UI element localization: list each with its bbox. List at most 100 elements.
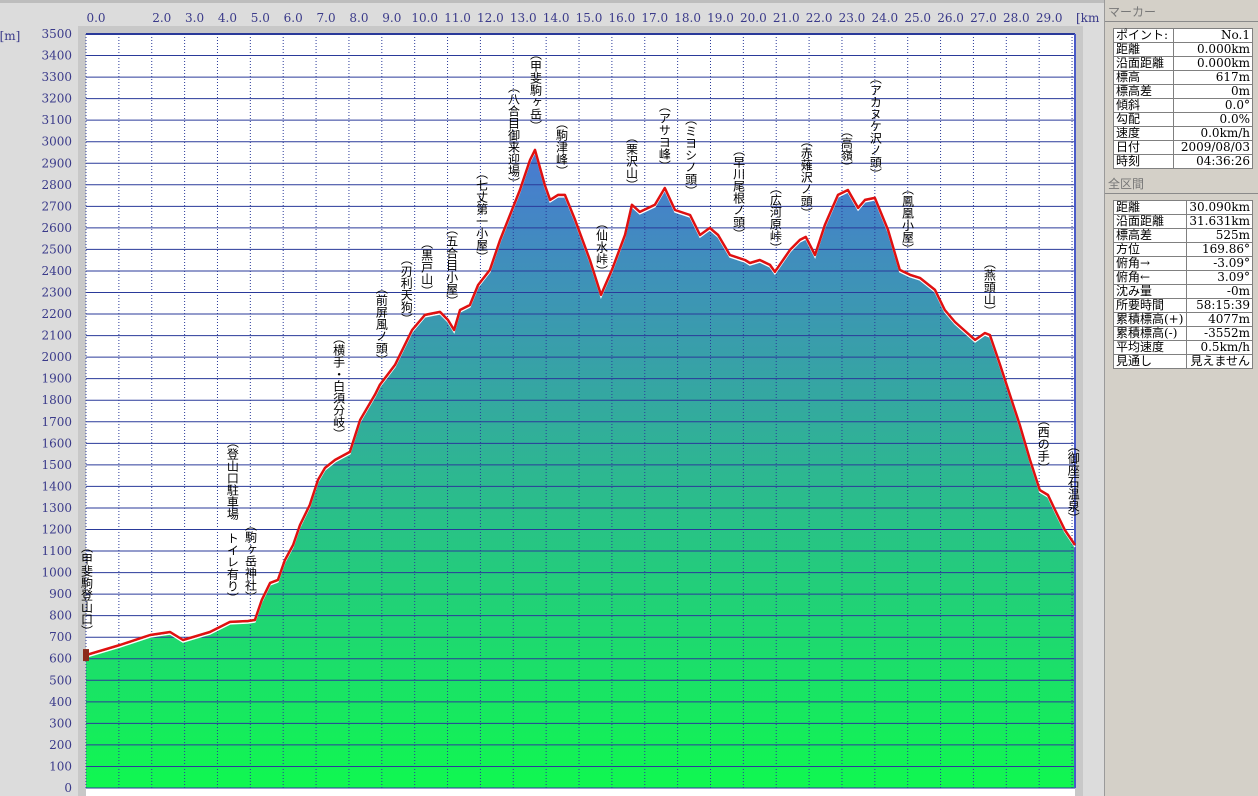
y-tick-label: 100: [49, 759, 72, 773]
y-tick-label: 200: [49, 738, 72, 752]
info-row: 標高差 0m: [1112, 84, 1253, 99]
info-value: No.1: [1173, 28, 1253, 43]
info-label: 勾配: [1112, 112, 1175, 127]
info-value: 0.000km: [1173, 42, 1253, 57]
waypoint-label: （赤薙沢ノ頭）: [799, 134, 814, 219]
waypoint-label: （鳳凰小屋）: [900, 183, 915, 256]
info-value: 0.000km: [1173, 56, 1253, 71]
info-label: 標高差: [1113, 228, 1187, 243]
y-tick-label: 2100: [41, 329, 72, 343]
hiker-marker-icon: [83, 649, 89, 662]
x-tick-label: 3.0: [185, 11, 204, 25]
waypoint-label: （広河原峠）: [768, 181, 783, 254]
info-label: 時刻: [1112, 154, 1175, 169]
marker-section-title: マーカー: [1105, 3, 1258, 22]
info-value: 617m: [1173, 70, 1253, 85]
waypoint-label: （前屏風ノ頭）: [374, 281, 389, 366]
info-row: 日付 2009/08/03: [1112, 140, 1253, 155]
info-row: 沈み量 -0m: [1113, 284, 1254, 299]
info-label: 傾斜: [1112, 98, 1175, 113]
y-tick-label: 3400: [41, 49, 72, 63]
y-tick-label: 700: [49, 630, 72, 644]
info-value: 0.0%: [1173, 112, 1253, 127]
info-row: 距離 0.000km: [1112, 42, 1253, 57]
x-tick-label: 18.0: [674, 11, 701, 25]
info-row: 傾斜 0.0°: [1112, 98, 1253, 113]
y-tick-label: 2400: [41, 264, 72, 278]
info-row: 沿面距離 31.631km: [1113, 214, 1254, 229]
info-row: ポイント: No.1: [1112, 28, 1253, 43]
info-label: 方位: [1113, 242, 1187, 257]
total-info-table: 距離 30.090km 沿面距離 31.631km 標高差 525m 方位 169.86° 俯角…: [1113, 200, 1254, 369]
info-row: 累積標高(-) -3552m: [1113, 326, 1254, 341]
info-label: 所要時間: [1113, 298, 1187, 313]
y-tick-label: 3500: [41, 27, 72, 41]
info-row: 標高 617m: [1112, 70, 1253, 85]
x-tick-label: 0.0: [86, 11, 105, 25]
info-value: 30.090km: [1185, 200, 1254, 215]
info-label: 俯角→: [1113, 256, 1187, 271]
x-tick-label: 29.0: [1036, 11, 1063, 25]
y-tick-label: 2300: [41, 286, 72, 300]
y-tick-label: 1400: [41, 479, 72, 493]
info-value: 525m: [1185, 228, 1254, 243]
waypoint-label: （八合目御来迎場）: [506, 81, 521, 190]
elevation-profile-chart[interactable]: 3500340033003200310030002900280027002600…: [0, 0, 1100, 796]
waypoint-label: （刃利天狗）: [399, 252, 414, 325]
y-tick-label: 2200: [41, 307, 72, 321]
y-tick-label: 400: [49, 695, 72, 709]
info-value: 2009/08/03: [1173, 140, 1253, 155]
info-row: 方位 169.86°: [1113, 242, 1254, 257]
info-value: 169.86°: [1185, 242, 1254, 257]
waypoint-label: （高嶺）: [839, 124, 854, 173]
info-value: -3552m: [1185, 326, 1254, 341]
waypoint-label: （甲斐駒ヶ岳）: [528, 47, 543, 132]
y-tick-label: 1600: [41, 436, 72, 450]
info-row: 沿面距離 0.000km: [1112, 56, 1253, 71]
waypoint-label: （五合目小屋）: [444, 223, 459, 308]
info-row: 俯角← 3.09°: [1113, 270, 1254, 285]
y-axis-unit: [m]: [0, 29, 20, 43]
info-label: 見通し: [1113, 354, 1187, 369]
y-tick-label: 2600: [41, 221, 72, 235]
x-tick-label: 14.0: [543, 11, 570, 25]
waypoint-label: （御座石温泉）: [1066, 439, 1081, 524]
info-label: 沿面距離: [1112, 56, 1175, 71]
y-tick-label: 3100: [41, 113, 72, 127]
info-label: 累積標高(+): [1113, 312, 1187, 327]
y-tick-label: 500: [49, 673, 72, 687]
info-label: 速度: [1112, 126, 1175, 141]
y-tick-label: 3000: [41, 135, 72, 149]
waypoint-label: （登山口駐車場 トイレ有り）: [225, 435, 240, 604]
elevation-area: [86, 149, 1075, 788]
waypoint-label: （仙水峠）: [594, 216, 609, 277]
profile-line: [85, 148, 1077, 657]
waypoint-label: （七丈第一小屋）: [474, 167, 489, 264]
y-tick-label: 2800: [41, 178, 72, 192]
x-tick-label: 27.0: [970, 11, 997, 25]
x-tick-label: 13.0: [510, 11, 537, 25]
info-label: 標高差: [1112, 84, 1175, 99]
y-tick-label: 1500: [41, 458, 72, 472]
info-row: 俯角→ -3.09°: [1113, 256, 1254, 271]
y-tick-label: 300: [49, 716, 72, 730]
window-top-edge: [0, 0, 1258, 3]
waypoint-label: （駒ヶ岳神社）: [243, 518, 258, 603]
total-section-title: 全区間: [1105, 175, 1258, 194]
waypoint-label: （黒戸山）: [419, 236, 434, 297]
x-tick-label: 21.0: [773, 11, 800, 25]
x-tick-label: 7.0: [317, 11, 336, 25]
y-tick-label: 3200: [41, 92, 72, 106]
y-tick-label: 1900: [41, 372, 72, 386]
info-value: 3.09°: [1185, 270, 1254, 285]
x-tick-label: 10.0: [411, 11, 438, 25]
x-tick-label: 6.0: [284, 11, 303, 25]
info-value: 4077m: [1185, 312, 1254, 327]
y-tick-label: 1100: [41, 544, 72, 558]
x-tick-label: 19.0: [707, 11, 734, 25]
x-tick-label: 17.0: [641, 11, 668, 25]
y-tick-label: 800: [49, 609, 72, 623]
x-tick-label: 12.0: [477, 11, 504, 25]
x-tick-label: 26.0: [937, 11, 964, 25]
waypoint-label: （燕頭山）: [982, 256, 997, 317]
